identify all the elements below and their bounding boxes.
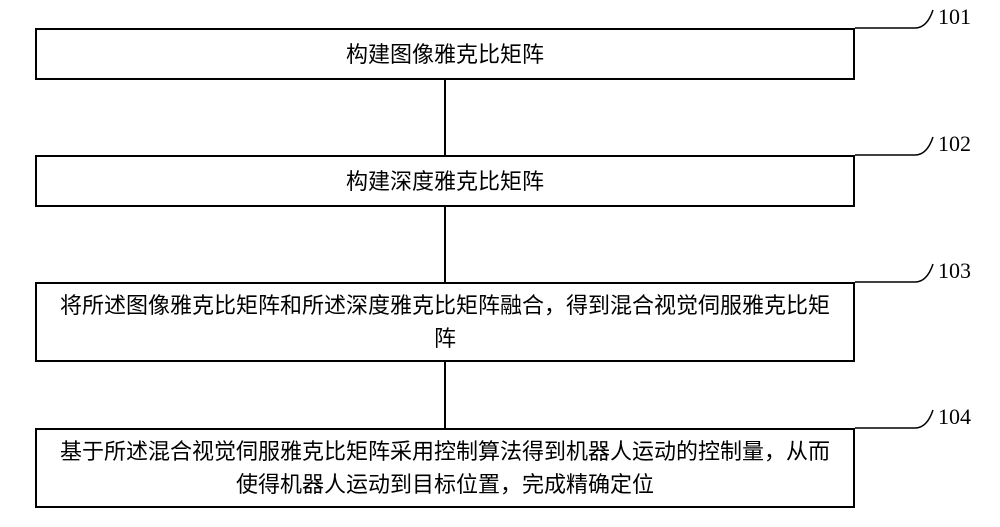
label-line-104: [855, 408, 935, 433]
step-text-102: 构建深度雅克比矩阵: [346, 165, 544, 198]
step-box-101: 构建图像雅克比矩阵: [35, 28, 855, 80]
connector-3-4: [444, 362, 446, 428]
flowchart-container: 构建图像雅克比矩阵 构建深度雅克比矩阵 将所述图像雅克比矩阵和所述深度雅克比矩阵…: [0, 0, 1000, 527]
step-text-103: 将所述图像雅克比矩阵和所述深度雅克比矩阵融合，得到混合视觉伺服雅克比矩阵: [57, 289, 833, 355]
step-box-104: 基于所述混合视觉伺服雅克比矩阵采用控制算法得到机器人运动的控制量，从而使得机器人…: [35, 428, 855, 508]
step-text-104: 基于所述混合视觉伺服雅克比矩阵采用控制算法得到机器人运动的控制量，从而使得机器人…: [57, 435, 833, 501]
step-label-104: 104: [938, 404, 971, 430]
connector-2-3: [444, 207, 446, 282]
step-box-103: 将所述图像雅克比矩阵和所述深度雅克比矩阵融合，得到混合视觉伺服雅克比矩阵: [35, 282, 855, 362]
step-box-102: 构建深度雅克比矩阵: [35, 155, 855, 207]
label-line-102: [855, 135, 935, 160]
step-text-101: 构建图像雅克比矩阵: [346, 38, 544, 71]
step-label-101: 101: [938, 4, 971, 30]
label-line-103: [855, 262, 935, 287]
label-line-101: [855, 8, 935, 33]
connector-1-2: [444, 80, 446, 155]
step-label-102: 102: [938, 131, 971, 157]
step-label-103: 103: [938, 258, 971, 284]
